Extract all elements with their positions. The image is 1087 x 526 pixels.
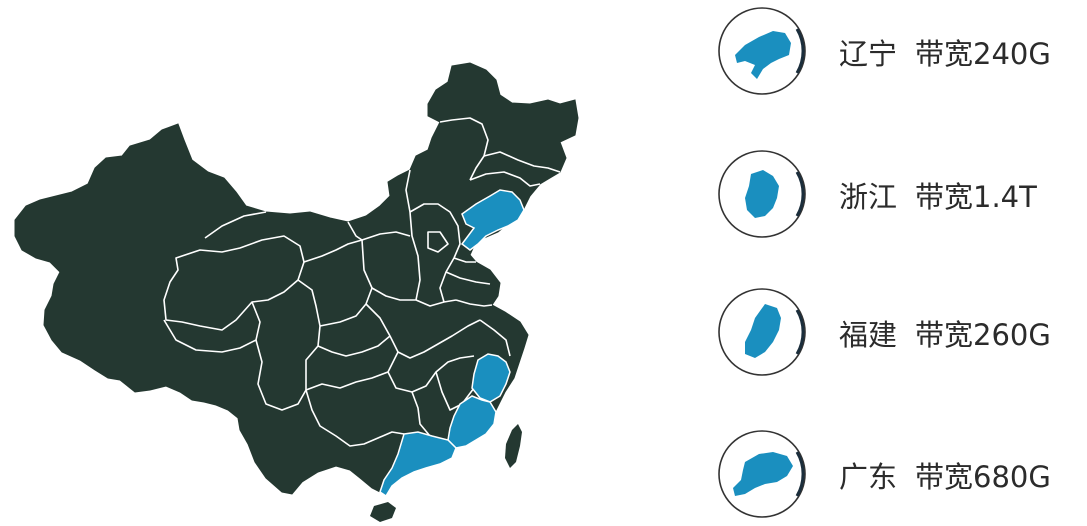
fujian-province-icon: [718, 288, 806, 376]
legend-bandwidth: 带宽240G: [915, 37, 1051, 71]
china-mainland: [14, 62, 579, 495]
legend-label: 辽宁 带宽240G: [839, 31, 1051, 73]
legend-item-guangdong: 广东 带宽680G: [715, 426, 1087, 522]
legend-province: 辽宁: [839, 37, 898, 71]
legend-province: 浙江: [839, 180, 898, 214]
island-hainan: [370, 502, 396, 522]
legend-bandwidth: 带宽260G: [915, 318, 1051, 352]
liaoning-province-icon: [718, 7, 806, 95]
legend-province: 广东: [839, 460, 898, 494]
legend-bandwidth: 带宽1.4T: [915, 180, 1037, 214]
legend-label: 福建 带宽260G: [839, 312, 1051, 354]
legend-bandwidth: 带宽680G: [915, 460, 1051, 494]
legend-item-liaoning: 辽宁 带宽240G: [715, 3, 1087, 99]
province-guangdong[interactable]: [379, 431, 457, 498]
province-fujian[interactable]: [447, 395, 497, 449]
china-map: [14, 62, 579, 522]
guangdong-province-icon: [718, 430, 806, 518]
legend-item-fujian: 福建 带宽260G: [715, 284, 1087, 380]
province-liaoning[interactable]: [460, 189, 525, 251]
island-taiwan: [505, 424, 522, 468]
zhejiang-province-icon: [718, 150, 806, 238]
province-zhejiang[interactable]: [471, 353, 511, 403]
legend-item-zhejiang: 浙江 带宽1.4T: [715, 146, 1087, 242]
province-borders: [163, 117, 561, 447]
legend-label: 广东 带宽680G: [839, 454, 1051, 496]
legend-label: 浙江 带宽1.4T: [839, 174, 1037, 216]
legend-province: 福建: [839, 318, 898, 352]
